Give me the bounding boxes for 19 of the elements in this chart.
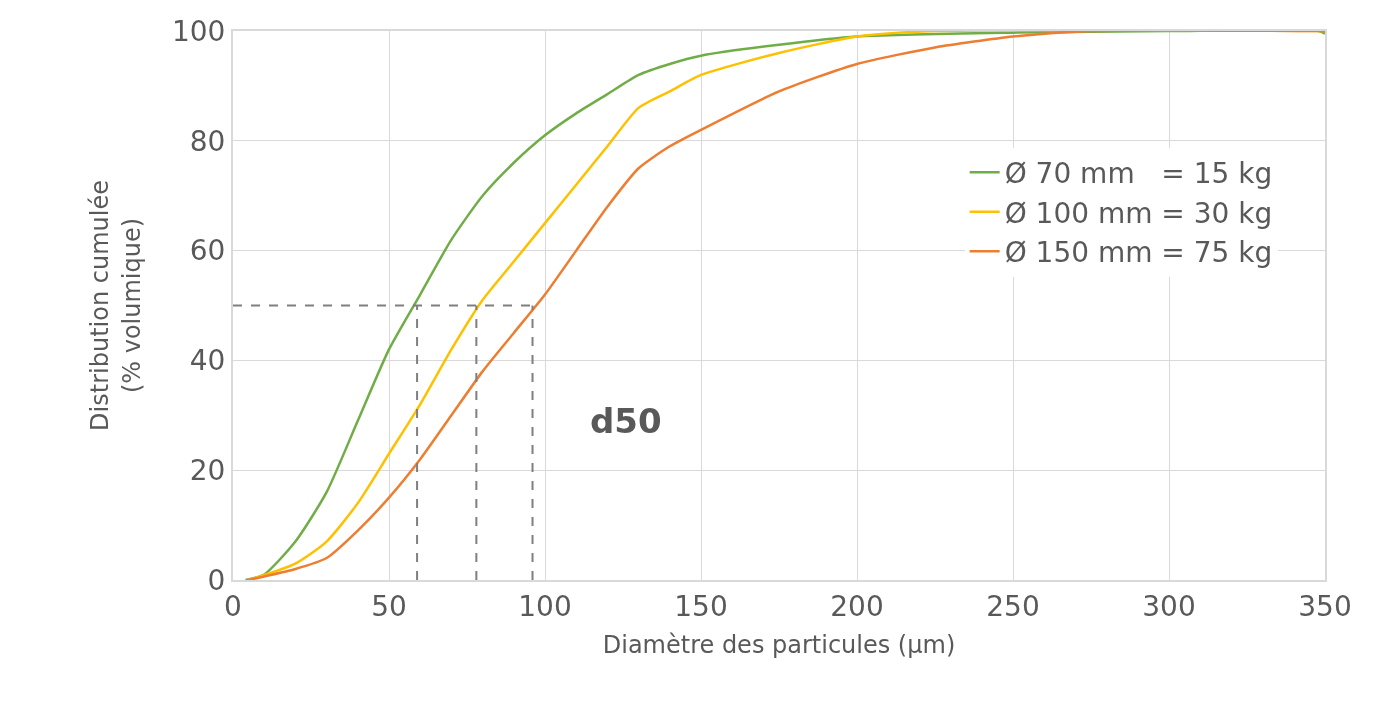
annotation: d50 (590, 401, 662, 441)
legend-label: Ø 150 mm = 75 kg (1004, 236, 1273, 270)
legend-label: Ø 70 mm = 15 kg (1004, 157, 1273, 191)
y-axis-title: Distribution cumulée (% volumique) (86, 180, 146, 431)
y-tick-label: 0 (207, 563, 226, 597)
y-tick-label: 20 (189, 454, 226, 487)
x-tick-label: 300 (1142, 589, 1196, 623)
x-tick-label: 350 (1298, 589, 1352, 623)
legend-label: Ø 100 mm = 30 kg (1004, 196, 1273, 230)
y-tick-label: 80 (189, 124, 226, 158)
x-tick-label: 50 (371, 589, 407, 623)
y-tick-label: 100 (171, 14, 226, 48)
x-tick-label: 150 (674, 589, 728, 623)
y-tick-label: 40 (189, 344, 226, 378)
x-tick-label: 200 (830, 589, 884, 623)
y-tick-label: 60 (189, 234, 226, 268)
x-axis-title: Diamètre des particules (µm) (602, 631, 956, 660)
x-tick-label: 100 (518, 589, 572, 623)
x-tick-label: 250 (986, 589, 1040, 623)
